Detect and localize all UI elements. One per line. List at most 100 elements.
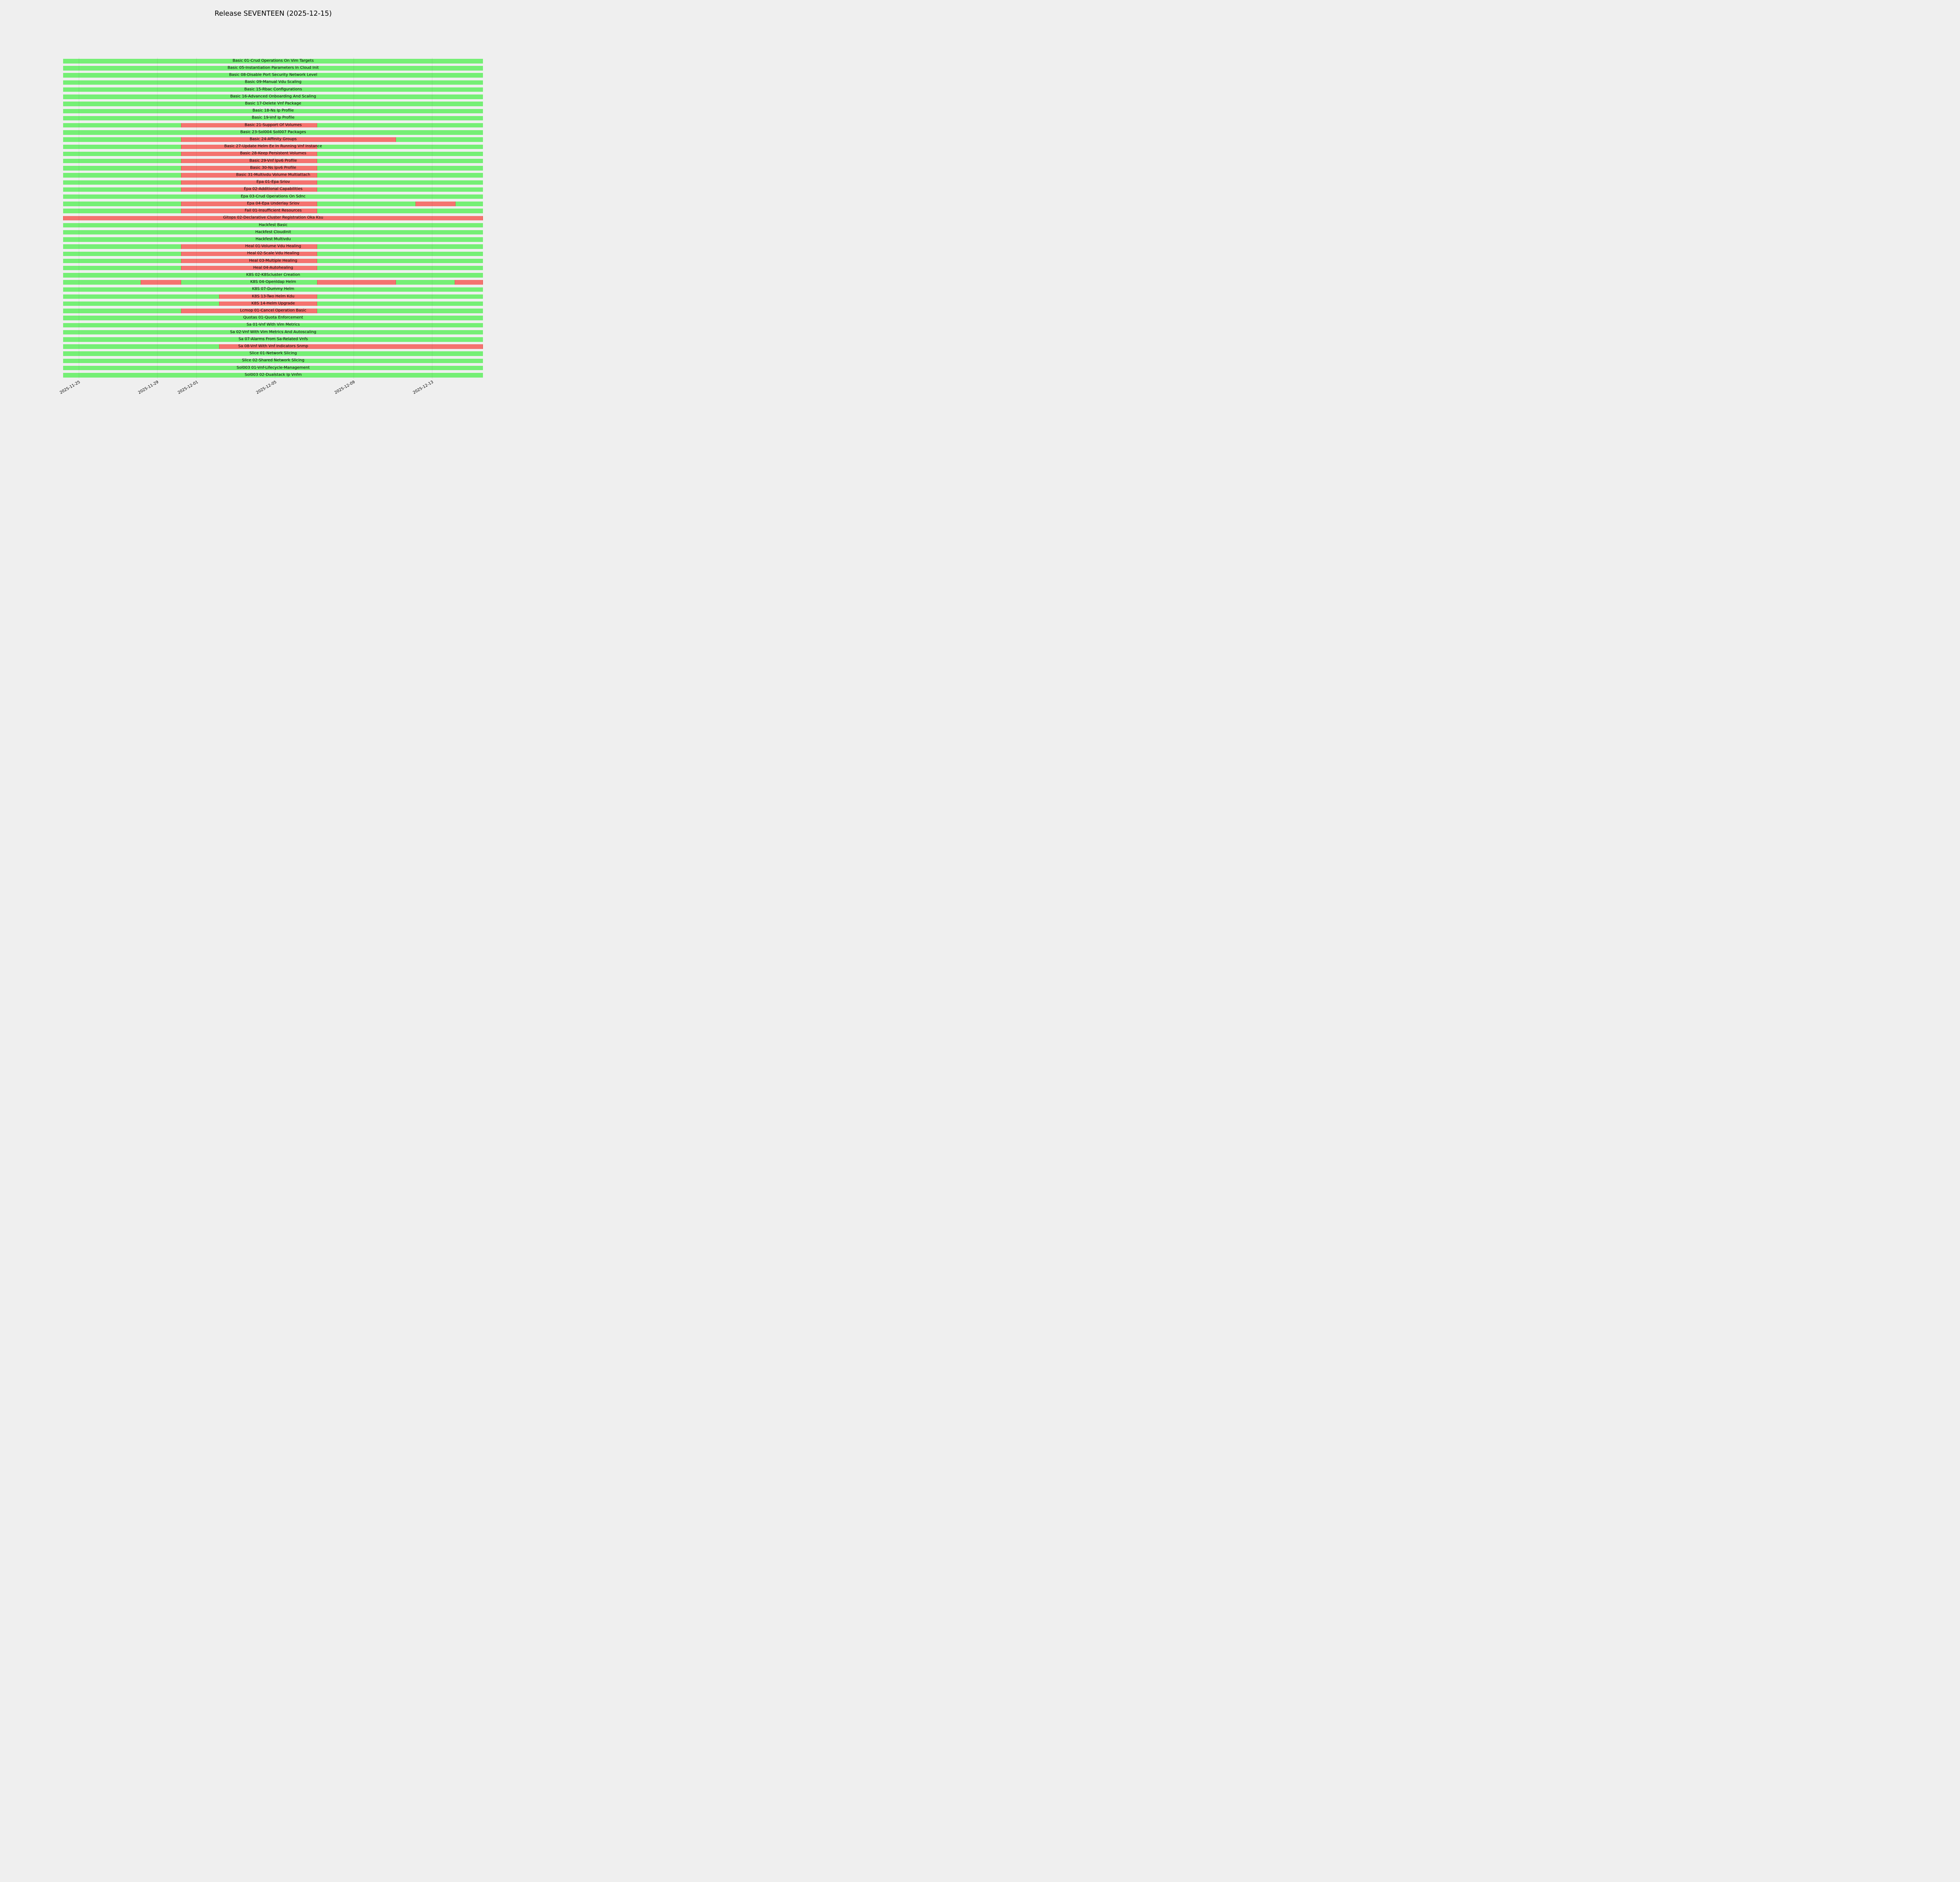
test-row: Basic 19-Vnf Ip Profile [63,114,483,122]
test-name-label: Heal 03-Multiple Healing [249,258,298,263]
test-status-bar: K8S 14-Helm Upgrade [63,302,483,306]
test-row: Epa 04-Epa Underlay Sriov [63,200,483,207]
test-name-label: Basic 23-Sol004 Sol007 Packages [240,130,306,134]
fail-segment [181,244,318,249]
fail-segment [181,180,318,185]
test-name-label: Heal 02-Scale Vdu Healing [247,251,299,256]
test-name-label: Epa 02-Additional Capabilities [243,187,303,192]
test-name-label: Basic 31-Multivdu Volume Multiattach [236,173,310,177]
test-row: Basic 29-Vnf Ipv6 Profile [63,158,483,165]
fail-segment [415,202,456,206]
test-row: Basic 05-Instantiation Parameters In Clo… [63,65,483,72]
test-row: Sa 02-Vnf With Vim Metrics And Autoscali… [63,329,483,336]
test-status-bar: Quotas 01-Quota Enforcement [63,316,483,320]
test-row: Basic 09-Manual Vdu Scaling [63,79,483,86]
fail-segment [219,301,318,306]
test-name-label: Heal 01-Volume Vdu Healing [245,244,301,249]
test-status-bar: Hackfest Multivdu [63,237,483,242]
fail-segment [181,258,318,263]
test-row: Basic 30-Ns Ipv6 Profile [63,165,483,172]
test-row: Heal 01-Volume Vdu Healing [63,243,483,250]
test-row: Sa 08-Vnf With Vnf Indicators Snmp [63,343,483,350]
fail-segment [181,265,318,271]
test-status-bar: Epa 02-Additional Capabilities [63,187,483,192]
plot-area: Basic 01-Crud Operations On Vim Targets B… [59,57,483,395]
test-row: Basic 08-Disable Port Security Network L… [63,72,483,79]
x-tick-label: 2025-12-05 [255,380,278,395]
test-status-bar: Basic 23-Sol004 Sol007 Packages [63,130,483,135]
test-status-bar: Basic 17-Delete Vnf Package [63,102,483,106]
test-row: Epa 01-Epa Sriov [63,179,483,186]
x-tick-label: 2025-12-09 [334,380,356,395]
test-name-label: Sa 08-Vnf With Vnf Indicators Snmp [238,344,309,349]
chart-title: Release SEVENTEEN (2025-12-15) [214,9,332,18]
test-row: Slice 01-Network Slicing [63,350,483,357]
test-name-label: Sa 02-Vnf With Vim Metrics And Autoscali… [230,330,316,334]
test-status-bar: Basic 30-Ns Ipv6 Profile [63,166,483,171]
test-row: Sol003 02-Dualstack Ip Vnfm [63,372,483,379]
fail-segment [181,309,318,313]
test-status-bar: Basic 28-Keep Persistent Volumes [63,151,483,156]
test-name-label: Heal 04-Autohealing [253,265,293,270]
test-status-bar: Basic 29-Vnf Ipv6 Profile [63,159,483,163]
test-row: Basic 28-Keep Persistent Volumes [63,150,483,157]
test-status-bar: K8S 07-Dummy Helm [63,287,483,292]
fail-segment [181,158,318,163]
test-status-bar: Sol003 02-Dualstack Ip Vnfm [63,373,483,378]
test-row: Basic 17-Delete Vnf Package [63,100,483,107]
test-name-label: Basic 15-Rbac Configurations [244,87,302,92]
test-name-label: Sol003 02-Dualstack Ip Vnfm [245,372,302,377]
test-name-label: Gitops 02-Declarative Cluster Registrati… [223,215,323,220]
test-row: Basic 23-Sol004 Sol007 Packages [63,129,483,136]
test-status-bar: K8S 02-K8Scluster Creation [63,273,483,278]
test-name-label: Quotas 01-Quota Enforcement [243,315,303,320]
test-row: K8S 07-Dummy Helm [63,286,483,293]
test-name-label: Sol003 01-Vnf-Lifecycle-Management [236,365,310,370]
test-status-bar: Epa 03-Crud Operations On Sdnc [63,194,483,199]
test-status-bar: K8S 04-Openldap Helm [63,280,483,285]
test-status-bar: Basic 21-Support Of Volumes [63,123,483,128]
test-status-bar: Hackfest Cloudinit [63,230,483,235]
test-status-bar: Heal 03-Multiple Healing [63,259,483,263]
test-row: Basic 15-Rbac Configurations [63,86,483,93]
fail-segment [181,166,318,171]
test-status-bar: Slice 02-Shared Network Slicing [63,358,483,363]
test-row: Hackfest Multivdu [63,236,483,243]
x-tick-label: 2025-11-25 [59,380,81,395]
test-status-bar: Heal 01-Volume Vdu Healing [63,244,483,249]
fail-segment [219,294,318,299]
fail-segment [181,173,318,178]
test-status-bar: Heal 04-Autohealing [63,266,483,271]
gridline [196,57,197,379]
test-name-label: Basic 19-Vnf Ip Profile [252,115,295,120]
test-status-bar: Basic 27-Update Helm Ee In Running Vnf I… [63,144,483,149]
test-row: Sa 07-Alarms From Sa-Related Vnfs [63,336,483,343]
test-status-bar: Basic 08-Disable Port Security Network L… [63,73,483,78]
fail-segment [63,216,483,221]
test-name-label: Basic 01-Crud Operations On Vim Targets [232,58,314,63]
test-status-bar: K8S 13-Two Helm Kdu [63,294,483,299]
test-name-label: Basic 09-Manual Vdu Scaling [245,80,302,84]
test-row: Gitops 02-Declarative Cluster Registrati… [63,214,483,222]
test-name-label: Sa 01-Vnf With Vim Metrics [246,322,300,327]
figure: Release SEVENTEEN (2025-12-15) Basic 01-… [0,0,529,470]
test-row: Epa 02-Additional Capabilities [63,186,483,193]
test-status-bar: Epa 01-Epa Sriov [63,180,483,185]
test-row: Epa 03-Crud Operations On Sdnc [63,193,483,200]
test-row: Fail 01-Insufficient Resources [63,207,483,214]
test-status-bar: Sol003 01-Vnf-Lifecycle-Management [63,366,483,371]
test-name-label: Basic 08-Disable Port Security Network L… [229,73,318,77]
test-name-label: K8S 04-Openldap Helm [250,280,296,284]
fail-segment [181,187,318,192]
fail-segment [140,280,181,285]
fail-segment [454,280,483,285]
gridline [157,57,158,379]
fail-segment [181,251,318,256]
test-name-label: Basic 16-Advanced Onboarding And Scaling [230,94,316,99]
test-row: Heal 03-Multiple Healing [63,257,483,264]
test-name-label: Slice 01-Network Slicing [249,351,297,356]
test-status-bar: Sa 08-Vnf With Vnf Indicators Snmp [63,344,483,349]
test-row: Basic 18-Ns Ip Profile [63,107,483,114]
test-name-label: Epa 03-Crud Operations On Sdnc [241,194,306,199]
x-tick-label: 2025-12-13 [412,380,434,395]
